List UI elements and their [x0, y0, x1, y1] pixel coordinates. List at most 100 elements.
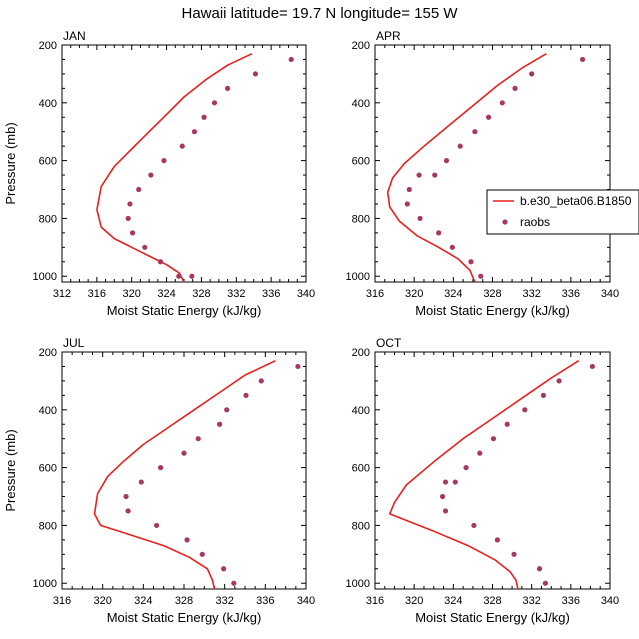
obs-point-oct [536, 566, 543, 572]
obs-point-jan [288, 56, 294, 63]
obs-point-apr [478, 273, 484, 279]
x-tick-label-jul: 340 [297, 595, 315, 607]
plot-area-apr [386, 53, 586, 282]
obs-point-jul [153, 522, 160, 529]
x-tick-label-apr: 336 [562, 288, 580, 300]
y-tick-label-oct: 400 [352, 405, 370, 417]
y-tick-label-oct: 800 [352, 520, 370, 532]
x-tick-label-jul: 324 [134, 595, 152, 607]
y-tick-label-apr: 400 [352, 98, 370, 110]
legend-obs-label: raobs [520, 215, 550, 229]
obs-point-oct [504, 421, 510, 427]
obs-point-jul [181, 450, 187, 456]
obs-point-jul [216, 421, 223, 427]
obs-point-oct [511, 551, 517, 557]
obs-point-apr [406, 186, 412, 193]
obs-point-jul [184, 537, 190, 543]
obs-point-jul [243, 392, 249, 398]
obs-point-jan [252, 71, 259, 77]
x-tick-label-apr: 332 [522, 288, 540, 300]
y-tick-label-apr: 800 [352, 213, 370, 225]
obs-point-jan [142, 244, 148, 250]
x-tick-label-oct: 324 [444, 595, 462, 607]
x-tick-label-apr: 328 [483, 288, 501, 300]
obs-point-oct [442, 479, 449, 485]
obs-point-jul [224, 407, 230, 413]
x-tick-label-apr: 320 [405, 288, 423, 300]
x-tick-label-jul: 332 [215, 595, 233, 607]
model-line-jul [93, 359, 276, 589]
obs-point-jul [138, 479, 144, 485]
panel-label-apr: APR [376, 29, 401, 43]
x-tick-label-oct: 316 [366, 595, 384, 607]
model-line-oct [388, 360, 580, 589]
panel-apr: 316 320 324 328 332 336 340 200 400 600 800 1000 Moi… [346, 29, 620, 318]
obs-point-jan [189, 273, 195, 279]
x-axis-title-jul: Moist Static Energy (kJ/kg) [107, 610, 262, 625]
x-tick-label-apr: 316 [366, 288, 384, 300]
obs-point-apr [485, 114, 492, 120]
obs-point-jan [179, 143, 185, 149]
legend-box [486, 189, 639, 235]
legend-model-label: b.e30_beta06.B1850 [520, 194, 632, 208]
obs-point-oct [463, 465, 469, 471]
obs-point-jul [199, 551, 205, 557]
panel-oct: 316 320 324 328 332 336 340 200 400 600 800 1000 Moi… [346, 336, 620, 625]
obs-point-jul [295, 363, 301, 370]
obs-point-jul [195, 436, 201, 442]
x-tick-label-oct: 336 [562, 595, 580, 607]
obs-point-jul [231, 580, 237, 586]
legend: b.e30_beta06.B1850 raobs [486, 189, 639, 235]
obs-point-jan [176, 273, 182, 279]
obs-point-apr [468, 259, 474, 265]
obs-point-oct [522, 407, 528, 413]
x-tick-label-jan: 332 [227, 288, 245, 300]
x-tick-label-apr: 324 [444, 288, 462, 300]
obs-point-oct [589, 363, 595, 370]
panel-label-jan: JAN [63, 29, 86, 43]
obs-point-oct [439, 493, 446, 500]
obs-point-apr [512, 85, 518, 91]
y-tick-label-apr: 600 [352, 156, 370, 168]
panel-jul: 316 320 324 328 332 336 340 200 400 600 800 1000 Moi… [3, 336, 315, 625]
obs-point-oct [542, 580, 548, 586]
y-tick-label-apr: 1000 [346, 271, 370, 283]
x-tick-label-oct: 332 [522, 595, 540, 607]
x-tick-label-jan: 316 [88, 288, 106, 300]
obs-point-apr [449, 244, 455, 250]
obs-point-apr [529, 71, 535, 77]
x-tick-label-jul: 328 [175, 595, 193, 607]
obs-point-apr [416, 172, 422, 178]
obs-point-apr [579, 56, 586, 63]
obs-point-apr [417, 215, 423, 222]
y-tick-label-jul: 800 [39, 520, 57, 532]
y-tick-label-jan: 200 [39, 40, 57, 52]
legend-marker-swatch [502, 219, 508, 225]
obs-point-jul [158, 465, 164, 471]
obs-point-jan [129, 230, 136, 236]
obs-point-jan [211, 100, 218, 106]
obs-point-apr [404, 201, 410, 207]
x-tick-label-jan: 320 [123, 288, 141, 300]
y-tick-label-jul: 400 [39, 405, 57, 417]
x-tick-label-jan: 336 [262, 288, 280, 300]
x-tick-label-oct: 328 [483, 595, 501, 607]
obs-point-apr [436, 230, 442, 236]
plot-area-jul [93, 359, 301, 589]
y-tick-label-apr: 200 [352, 40, 370, 52]
panel-jan: 312 316 320 324 328 332 336 340 200 400 600 800 1000… [3, 29, 315, 318]
obs-point-apr [499, 100, 505, 106]
x-tick-label-jul: 316 [53, 595, 71, 607]
x-tick-label-jan: 328 [192, 288, 210, 300]
obs-point-jul [123, 493, 129, 500]
obs-point-jul [258, 378, 264, 384]
y-tick-label-jan: 1000 [33, 271, 57, 283]
obs-point-jul [125, 508, 131, 514]
y-tick-label-jan: 600 [39, 156, 57, 168]
obs-point-jan [136, 186, 142, 193]
x-tick-label-jan: 324 [157, 288, 175, 300]
obs-point-jan [148, 172, 154, 178]
model-line-apr [386, 53, 547, 282]
x-tick-label-jan: 312 [53, 288, 71, 300]
